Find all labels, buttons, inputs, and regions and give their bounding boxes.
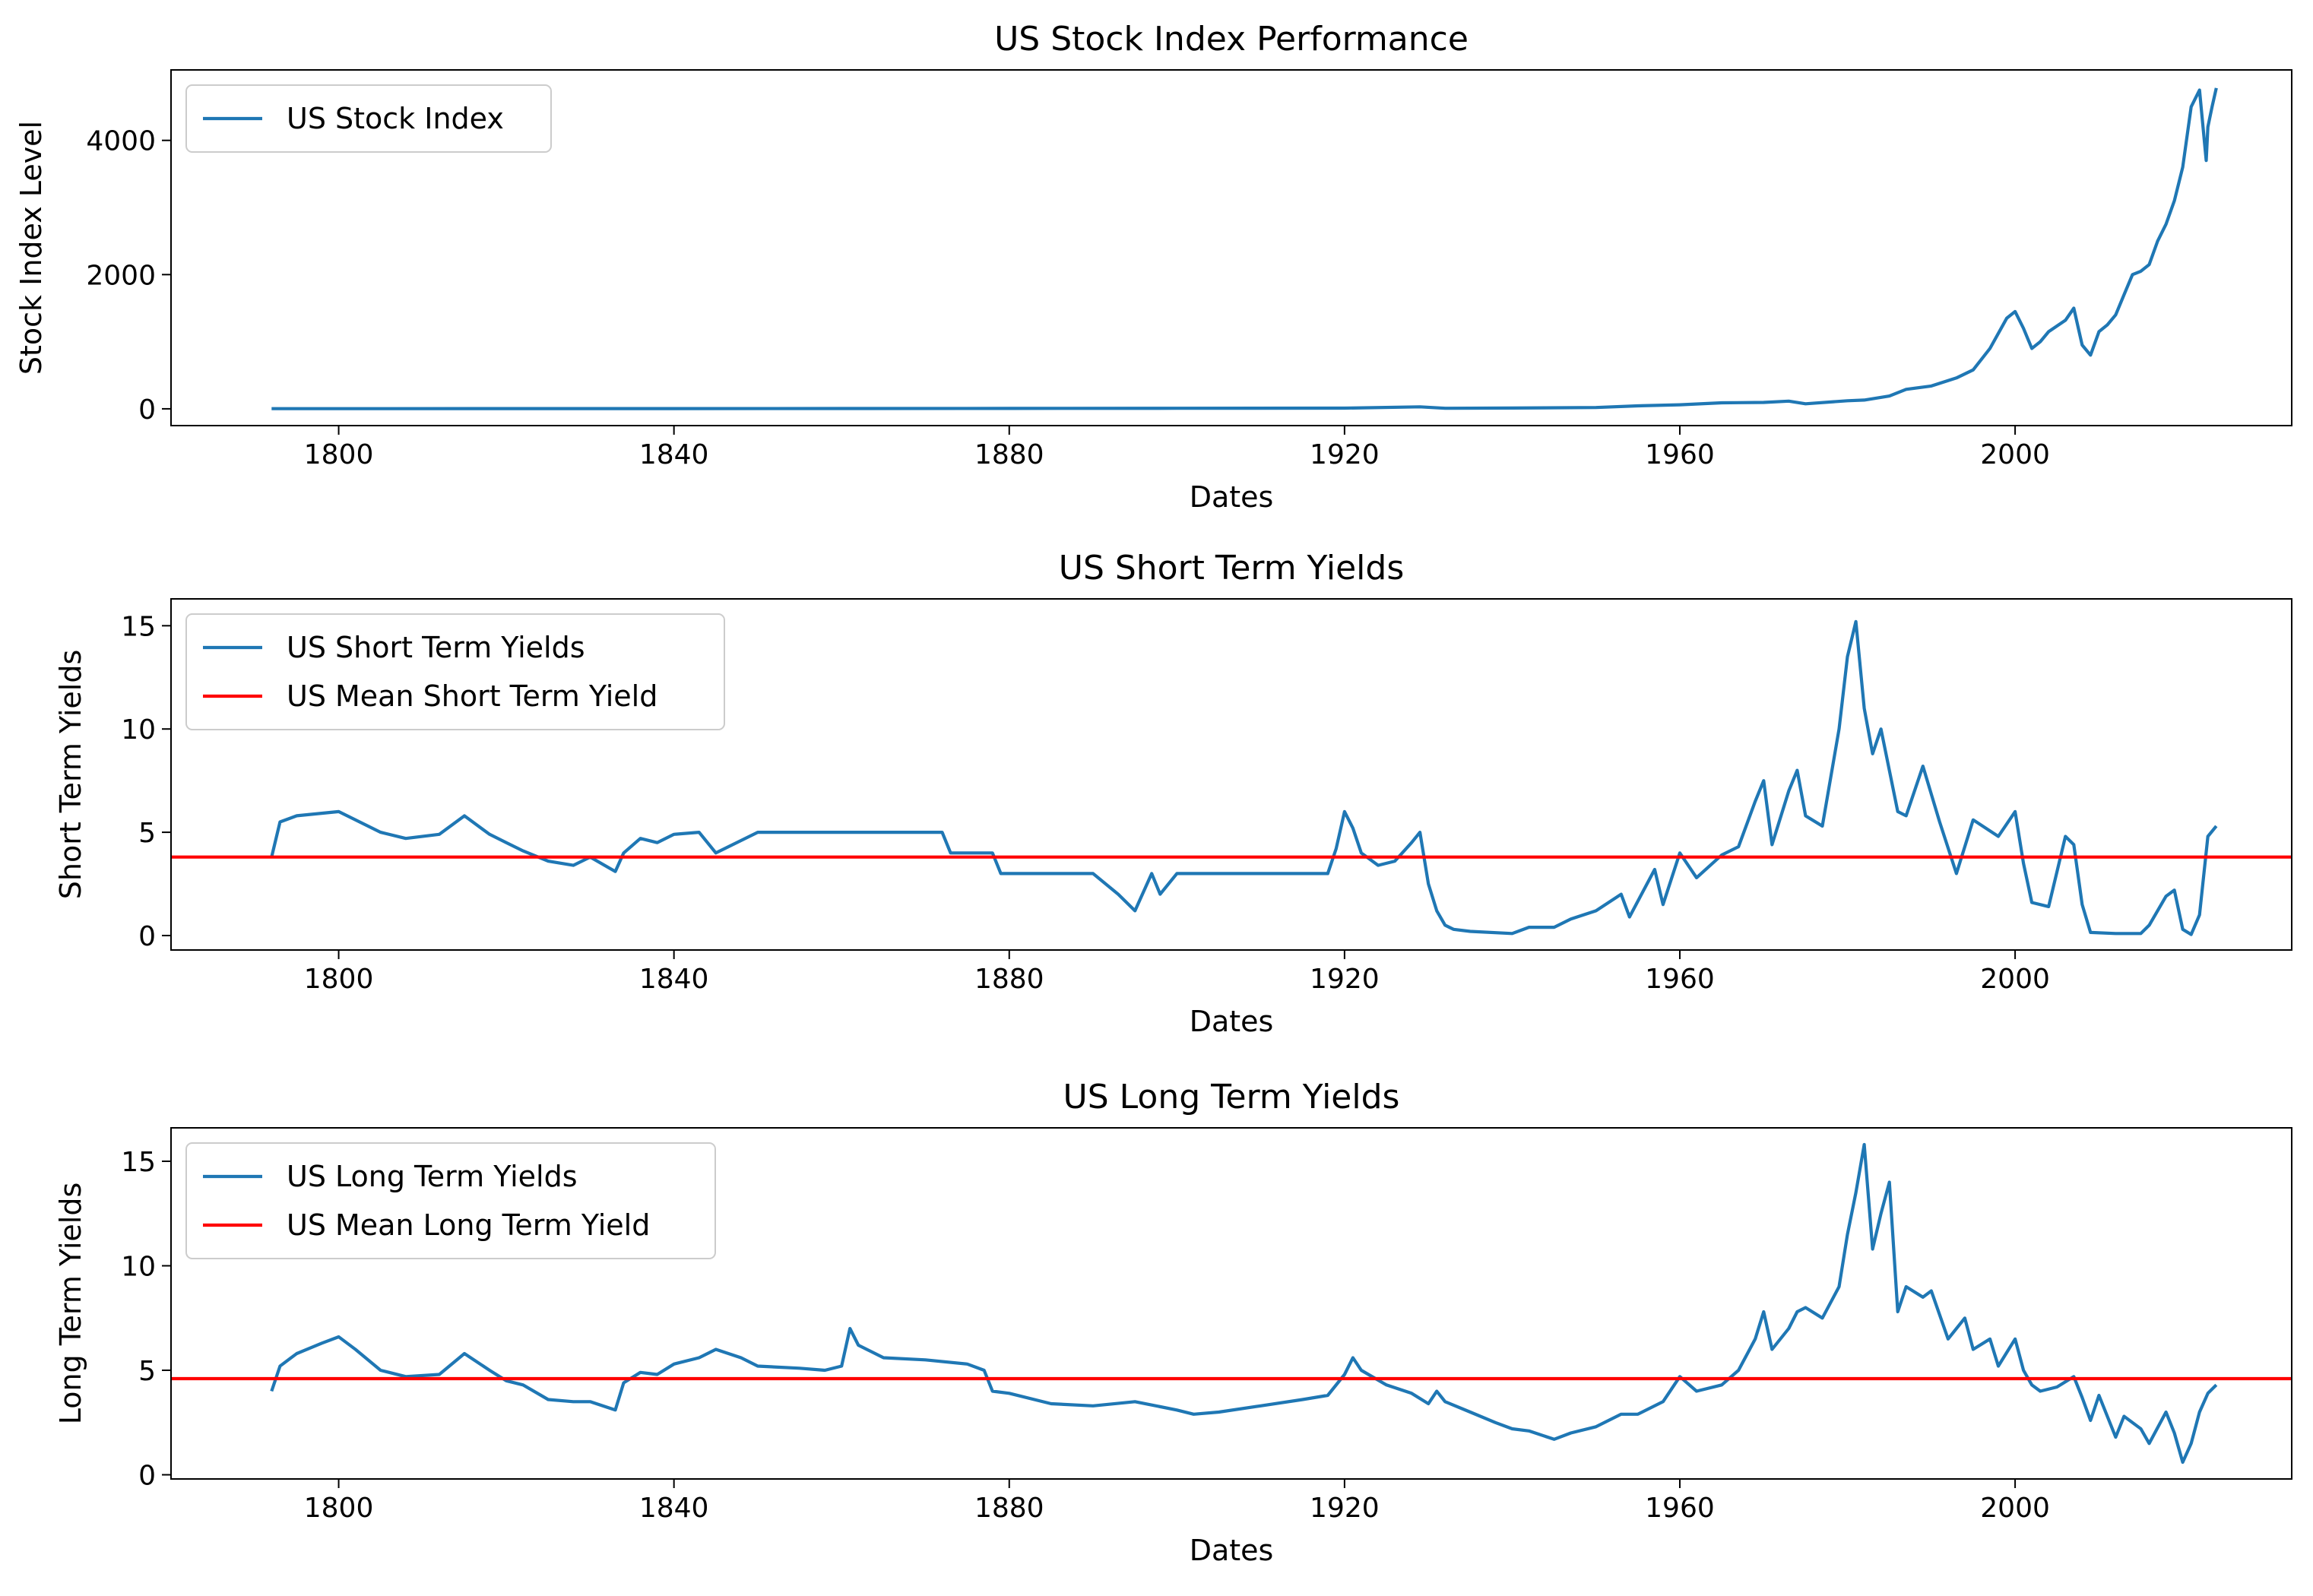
legend-label: US Short Term Yields bbox=[287, 631, 585, 664]
x-tick-label: 1960 bbox=[1645, 964, 1715, 995]
x-tick-label: 1840 bbox=[639, 439, 709, 470]
x-axis-label: Dates bbox=[1190, 480, 1274, 514]
y-axis-label: Short Term Yields bbox=[54, 650, 87, 900]
y-tick-label: 10 bbox=[121, 714, 156, 746]
y-tick-label: 10 bbox=[121, 1252, 156, 1283]
x-tick-label: 1840 bbox=[639, 1493, 709, 1524]
chart-title: US Short Term Yields bbox=[1059, 549, 1405, 587]
plot-frame bbox=[170, 1127, 2292, 1480]
x-axis-label: Dates bbox=[1190, 1005, 1274, 1038]
x-tick-label: 2000 bbox=[1980, 964, 2050, 995]
series-line bbox=[270, 619, 2218, 936]
series-line bbox=[270, 1142, 2218, 1465]
plot-frame bbox=[170, 69, 2292, 426]
x-tick-label: 1800 bbox=[304, 964, 374, 995]
stock-index-panel: US Stock Index Performance 1800 1840 1880 19… bbox=[14, 20, 2292, 514]
legend-label: US Mean Short Term Yield bbox=[287, 679, 657, 713]
chart-title: US Stock Index Performance bbox=[994, 20, 1469, 59]
y-axis-label: Stock Index Level bbox=[14, 121, 48, 375]
y-tick-label: 5 bbox=[138, 818, 156, 849]
x-tick-label: 2000 bbox=[1980, 1493, 2050, 1524]
short-yields-panel: US Short Term Yields 1800 1840 1880 1920 1960… bbox=[54, 549, 2292, 1038]
legend-box bbox=[185, 613, 725, 730]
x-tick-label: 1880 bbox=[974, 439, 1044, 470]
x-tick-label: 1960 bbox=[1645, 439, 1715, 470]
legend-label: US Stock Index bbox=[287, 102, 504, 135]
chart-title: US Long Term Yields bbox=[1063, 1078, 1400, 1116]
y-tick-label: 2000 bbox=[86, 260, 156, 291]
x-tick-label: 1880 bbox=[974, 1493, 1044, 1524]
y-tick-label: 15 bbox=[121, 1147, 156, 1178]
legend-box bbox=[185, 84, 552, 153]
x-tick-label: 1920 bbox=[1310, 964, 1380, 995]
x-tick-label: 1840 bbox=[639, 964, 709, 995]
x-tick-label: 1920 bbox=[1310, 439, 1380, 470]
series-line bbox=[271, 87, 2218, 410]
legend-box bbox=[185, 1142, 716, 1259]
y-tick-label: 0 bbox=[138, 1461, 156, 1492]
y-tick-label: 5 bbox=[138, 1356, 156, 1387]
plot-frame bbox=[170, 598, 2292, 951]
y-tick-label: 0 bbox=[138, 394, 156, 426]
legend-label: US Long Term Yields bbox=[287, 1160, 578, 1193]
y-tick-label: 0 bbox=[138, 921, 156, 952]
y-axis-label: Long Term Yields bbox=[54, 1183, 87, 1425]
x-tick-label: 2000 bbox=[1980, 439, 2050, 470]
y-tick-label: 15 bbox=[121, 611, 156, 642]
long-yields-panel: US Long Term Yields 1800 1840 1880 1920 1960 2… bbox=[54, 1078, 2292, 1567]
x-tick-label: 1880 bbox=[974, 964, 1044, 995]
x-axis-label: Dates bbox=[1190, 1534, 1274, 1567]
x-tick-label: 1800 bbox=[304, 439, 374, 470]
legend-label: US Mean Long Term Yield bbox=[287, 1208, 650, 1242]
x-tick-label: 1960 bbox=[1645, 1493, 1715, 1524]
x-tick-label: 1920 bbox=[1310, 1493, 1380, 1524]
y-tick-label: 4000 bbox=[86, 126, 156, 157]
x-tick-label: 1800 bbox=[304, 1493, 374, 1524]
